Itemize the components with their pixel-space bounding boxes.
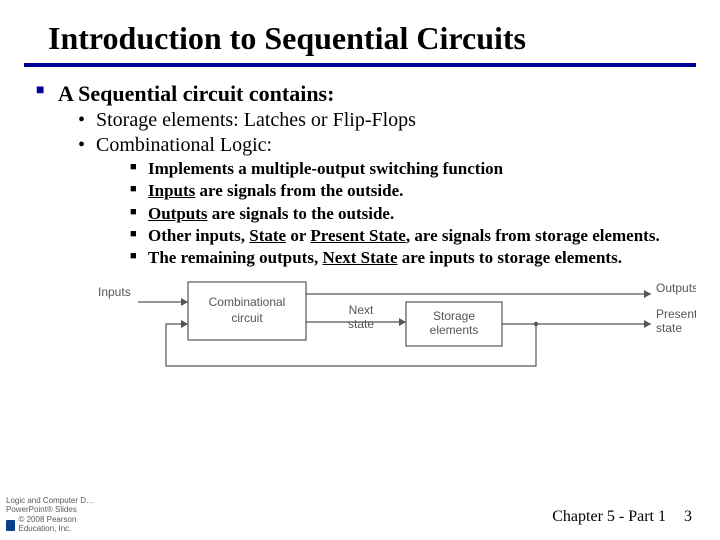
bullet-l3-b: Inputs are signals from the outside. <box>130 180 684 201</box>
bullet-l2-comb-text: Combinational Logic: <box>96 134 272 156</box>
state-term: State <box>249 226 286 245</box>
credit-copyright: © 2008 Pearson Education, Inc. <box>18 516 116 534</box>
l3c-post: are signals to the outside. <box>208 204 395 223</box>
slide-title: Introduction to Sequential Circuits <box>0 0 720 63</box>
chapter-label: Chapter 5 - Part 1 <box>552 508 666 525</box>
present-state-term: Present State <box>310 226 406 245</box>
l3d-mid: or <box>286 226 310 245</box>
arrowhead-5 <box>181 320 188 328</box>
l3e-post: are inputs to storage elements. <box>398 248 622 267</box>
l3b-post: are signals from the outside. <box>195 181 403 200</box>
diagram-label-next1: Next <box>349 303 374 317</box>
outputs-term: Outputs <box>148 204 208 223</box>
credit-line-2: PowerPoint® Slides <box>6 506 116 515</box>
diagram-label-outputs: Outputs <box>656 281 696 295</box>
content-area: A Sequential circuit contains: Storage e… <box>0 81 720 389</box>
arrowhead-4 <box>644 320 651 328</box>
footer-left: Logic and Computer D… PowerPoint® Slides… <box>6 497 116 534</box>
block-diagram: Inputs Combinational circuit Outputs Nex… <box>96 274 684 389</box>
footer-right: Chapter 5 - Part 1 3 <box>552 508 692 526</box>
credit-line-3: © 2008 Pearson Education, Inc. <box>6 516 116 534</box>
pearson-logo-icon <box>6 520 15 531</box>
slide: Introduction to Sequential Circuits A Se… <box>0 0 720 540</box>
l3d-pre: Other inputs, <box>148 226 249 245</box>
bullet-l3-c: Outputs are signals to the outside. <box>130 203 684 224</box>
bullet-l2-storage: Storage elements: Latches or Flip-Flops <box>78 109 684 132</box>
bullet-l3-a: Implements a multiple-output switching f… <box>130 158 684 179</box>
inputs-term: Inputs <box>148 181 195 200</box>
title-rule <box>24 63 696 67</box>
box-combinational-label1: Combinational <box>209 295 286 309</box>
box-combinational-label2: circuit <box>231 311 263 325</box>
bullet-l2-comb: Combinational Logic: Implements a multip… <box>78 134 684 268</box>
page-number: 3 <box>684 508 692 525</box>
arrowhead-2 <box>644 290 651 298</box>
next-state-term: Next State <box>322 248 397 267</box>
diagram-label-present2: state <box>656 321 682 335</box>
bullet-l1: A Sequential circuit contains: Storage e… <box>36 81 684 268</box>
bullet-l1-text: A Sequential circuit contains: <box>58 81 334 106</box>
arrowhead-3 <box>399 318 406 326</box>
diagram-label-next2: state <box>348 317 374 331</box>
l3e-pre: The remaining outputs, <box>148 248 322 267</box>
diagram-label-inputs: Inputs <box>98 285 131 299</box>
l3d-post: , are signals from storage elements. <box>406 226 660 245</box>
bullet-l3-e: The remaining outputs, Next State are in… <box>130 247 684 268</box>
diagram-label-present1: Present <box>656 307 696 321</box>
box-storage-label1: Storage <box>433 309 475 323</box>
bullet-l3-d: Other inputs, State or Present State, ar… <box>130 225 684 246</box>
box-storage-label2: elements <box>430 323 479 337</box>
arrowhead-1 <box>181 298 188 306</box>
